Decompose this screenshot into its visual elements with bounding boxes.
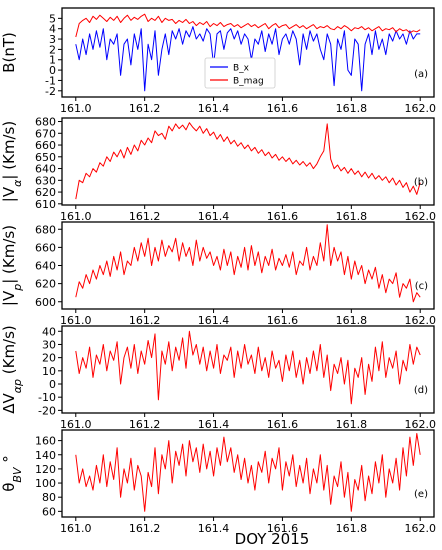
- x-tick-label: 161.2: [129, 522, 161, 535]
- x-tick-label: 162.0: [404, 314, 436, 327]
- x-tick-label: 161.8: [336, 210, 368, 223]
- x-tick-label: 161.6: [267, 522, 299, 535]
- y-tick-label: 160: [35, 435, 56, 448]
- x-tick-label: 161.2: [129, 314, 161, 327]
- y-tick-label: 670: [35, 127, 56, 140]
- panel-label: (d): [414, 385, 428, 396]
- axes-frame: [61, 117, 435, 206]
- axes-frame: [61, 429, 435, 518]
- y-tick-label: 30: [42, 338, 56, 351]
- y-tick-label: 120: [35, 463, 56, 476]
- x-tick-label: 161.0: [60, 522, 92, 535]
- x-tick-label: 161.6: [267, 102, 299, 115]
- x-tick-label: 161.0: [60, 102, 92, 115]
- y-tick-label: 3: [49, 33, 56, 46]
- y-axis-title: ΔVαp (Km/s): [0, 325, 24, 414]
- x-tick-label: 161.0: [60, 314, 92, 327]
- y-axis-title: |Vp| (Km/s): [0, 225, 24, 306]
- legend-label-b-x: B_x: [233, 64, 250, 74]
- y-tick-label: 650: [35, 151, 56, 164]
- x-tick-label: 161.8: [336, 522, 368, 535]
- panel-c: 600 620 640 660 680 161.0 161.2 161.4 161.6 161.8…: [0, 221, 436, 327]
- y-tick-label: 20: [42, 352, 56, 365]
- panel-label: (a): [414, 69, 428, 80]
- x-tick-label: 161.6: [267, 210, 299, 223]
- legend-label-b-mag: B_mag: [233, 77, 264, 87]
- axes-frame: [61, 325, 435, 414]
- x-tick-label: 161.2: [129, 102, 161, 115]
- x-tick-label: 161.6: [267, 418, 299, 431]
- y-axis-title: θBV °: [0, 455, 24, 492]
- series-line-panel-3: [75, 330, 421, 405]
- y-tick-label: 600: [35, 296, 56, 309]
- legend: B_x B_mag: [204, 57, 276, 89]
- x-tick-label: 161.4: [198, 102, 230, 115]
- y-tick-label: 2: [49, 43, 56, 56]
- x-tick-label: 161.4: [198, 418, 230, 431]
- y-tick-label: 680: [35, 116, 56, 129]
- x-tick-label: 161.4: [198, 210, 230, 223]
- x-tick-label: 161.8: [336, 418, 368, 431]
- y-tick-label: 620: [35, 186, 56, 199]
- series-line-b-x: [75, 26, 421, 92]
- y-tick-label: 60: [42, 505, 56, 518]
- x-tick-label: 161.6: [267, 314, 299, 327]
- y-tick-label: 640: [35, 260, 56, 273]
- x-tick-label: 161.8: [336, 102, 368, 115]
- series-line-panel-1: [75, 122, 421, 200]
- series-line-panel-2: [75, 224, 421, 303]
- x-axis-title: DOY 2015: [235, 530, 310, 548]
- y-tick-label: 640: [35, 163, 56, 176]
- y-tick-label: 620: [35, 278, 56, 291]
- y-tick-label: 630: [35, 174, 56, 187]
- y-tick-label: 140: [35, 449, 56, 462]
- x-tick-label: 161.0: [60, 210, 92, 223]
- y-tick-label: 80: [42, 491, 56, 504]
- x-tick-label: 161.2: [129, 418, 161, 431]
- x-tick-label: 161.4: [198, 314, 230, 327]
- y-tick-label: -10: [38, 391, 56, 404]
- y-tick-label: 100: [35, 477, 56, 490]
- y-tick-label: 660: [35, 139, 56, 152]
- y-tick-label: 610: [35, 198, 56, 211]
- y-axis-title: B(nT): [0, 32, 18, 73]
- y-tick-label: 0: [49, 64, 56, 77]
- x-tick-label: 162.0: [404, 522, 436, 535]
- x-tick-label: 161.8: [336, 314, 368, 327]
- series-line-b-mag: [75, 13, 421, 38]
- y-tick-label: 0: [49, 378, 56, 391]
- x-tick-label: 161.2: [129, 210, 161, 223]
- y-tick-label: -20: [38, 404, 56, 417]
- x-tick-label: 161.0: [60, 418, 92, 431]
- panel-label: (b): [414, 177, 428, 188]
- x-tick-label: 162.0: [404, 210, 436, 223]
- y-tick-label: 680: [35, 223, 56, 236]
- y-tick-label: 1: [49, 54, 56, 67]
- y-tick-label: 660: [35, 241, 56, 254]
- y-tick-label: 40: [42, 325, 56, 338]
- series-line-panel-4: [75, 433, 421, 512]
- x-tick-label: 162.0: [404, 418, 436, 431]
- x-tick-label: 162.0: [404, 102, 436, 115]
- panel-label: (c): [415, 281, 428, 292]
- y-tick-label: -2: [45, 85, 56, 98]
- panel-label: (e): [414, 489, 428, 500]
- y-tick-label: 4: [49, 23, 56, 36]
- y-axis-title: |Vα| (Km/s): [0, 121, 24, 202]
- axes-frame: [61, 7, 435, 98]
- y-tick-label: 5: [49, 12, 56, 25]
- y-tick-label: 10: [42, 365, 56, 378]
- x-tick-label: 161.4: [198, 522, 230, 535]
- y-tick-label: -1: [45, 74, 56, 87]
